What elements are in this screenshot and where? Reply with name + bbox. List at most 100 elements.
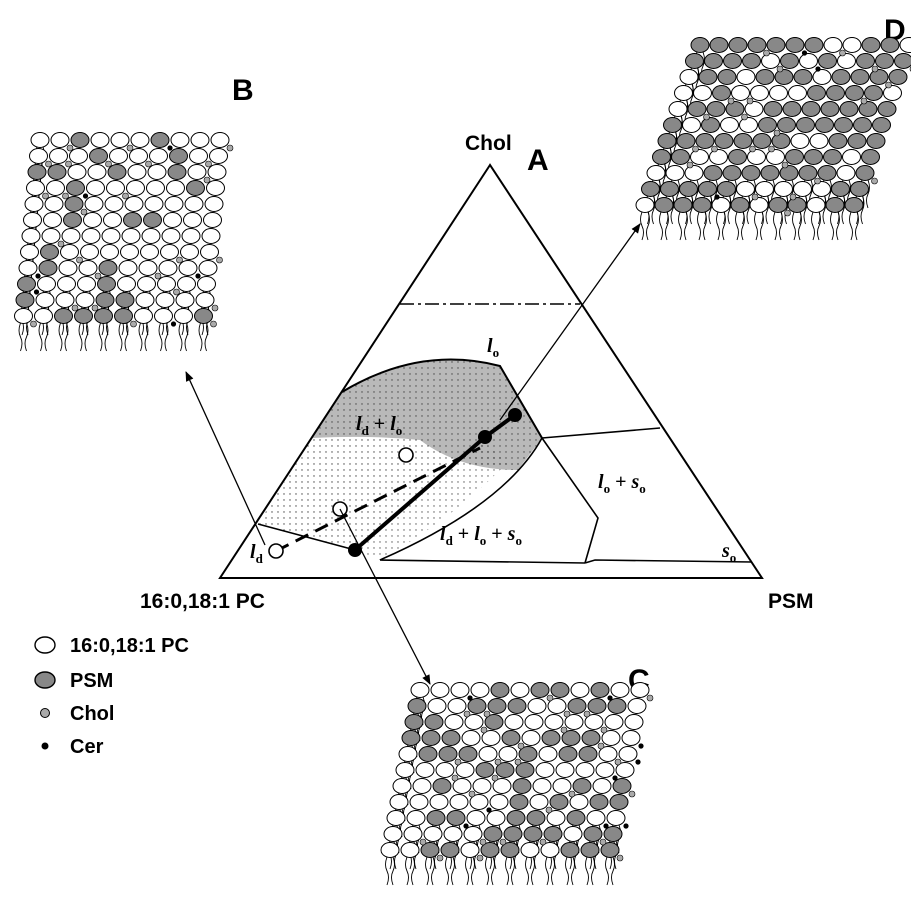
psm-lipid <box>566 810 586 826</box>
pc-lipid <box>398 746 418 762</box>
chol-molecule <box>216 256 223 264</box>
chol-molecule <box>599 838 607 846</box>
pc-lipid <box>693 85 712 101</box>
psm-lipid <box>27 164 47 180</box>
lipid-tail <box>505 856 515 886</box>
pc-lipid <box>601 730 621 746</box>
chol-molecule <box>751 193 759 201</box>
panel-label-a: A <box>527 144 549 177</box>
chol-molecule <box>614 758 622 766</box>
psm-lipid <box>418 746 438 762</box>
chol-molecule <box>145 160 152 168</box>
pc-lipid <box>604 714 624 730</box>
pc-lipid <box>486 810 506 826</box>
pc-lipid <box>209 148 228 164</box>
membrane-schematic-c <box>380 682 654 886</box>
chol-molecule <box>568 790 576 798</box>
pc-lipid <box>472 778 492 794</box>
pc-lipid <box>736 181 755 197</box>
psm-lipid <box>856 53 875 69</box>
lipid-tail <box>605 856 615 886</box>
psm-lipid <box>523 826 543 842</box>
psm-lipid <box>839 101 859 117</box>
pc-lipid <box>103 212 122 228</box>
pc-lipid <box>135 292 155 308</box>
pc-lipid <box>29 148 48 164</box>
pc-lipid <box>83 212 102 228</box>
psm-lipid <box>560 842 580 858</box>
chol-molecule <box>692 145 699 153</box>
psm-lipid <box>424 714 444 730</box>
pc-lipid <box>535 762 555 778</box>
lipid-tail <box>697 211 707 241</box>
pc-lipid <box>435 762 455 778</box>
lipid-tail <box>678 211 688 241</box>
psm-lipid <box>600 842 620 858</box>
pc-lipid <box>575 762 595 778</box>
pc-lipid <box>146 180 165 196</box>
pc-lipid <box>532 778 552 794</box>
psm-lipid <box>850 181 869 197</box>
pc-lipid <box>100 244 119 260</box>
pc-lipid <box>140 244 159 260</box>
pc-lipid <box>766 149 785 165</box>
lipid-tail <box>385 856 395 886</box>
psm-lipid <box>518 746 538 762</box>
pc-lipid <box>46 180 65 196</box>
psm-lipid <box>858 101 878 117</box>
pc-lipid <box>455 762 475 778</box>
pc-lipid <box>799 53 818 69</box>
psm-lipid <box>698 181 717 197</box>
lipid-tail <box>465 856 475 886</box>
legend-label-pc: 16:0,18:1 PC <box>70 635 189 657</box>
chol-molecule <box>597 742 605 750</box>
pc-lipid <box>547 698 567 714</box>
cer-molecule <box>603 823 609 829</box>
psm-lipid <box>169 148 188 164</box>
so-region-boundary <box>584 559 753 564</box>
chol-molecule <box>646 694 654 702</box>
pc-lipid <box>806 197 826 213</box>
pc-lipid <box>555 762 575 778</box>
psm-lipid <box>785 37 805 53</box>
psm-lipid <box>438 746 458 762</box>
pc-lipid <box>87 164 107 180</box>
pc-lipid <box>204 196 224 212</box>
chol-molecule <box>91 304 99 312</box>
pc-lipid <box>170 132 190 148</box>
pc-lipid <box>389 794 409 810</box>
vertex-label-chol: Chol <box>465 132 512 155</box>
chol-molecule <box>205 160 212 168</box>
psm-lipid <box>561 730 581 746</box>
psm-lipid <box>487 698 507 714</box>
psm-lipid <box>512 778 532 794</box>
chol-molecule <box>65 160 72 168</box>
lipid-tail <box>485 856 495 886</box>
pc-lipid <box>195 292 215 308</box>
psm-lipid <box>64 196 84 212</box>
pc-lipid <box>380 842 400 858</box>
pc-lipid <box>35 292 55 308</box>
cer-molecule <box>607 695 613 701</box>
chol-molecule <box>746 97 754 105</box>
pc-lipid <box>444 714 464 730</box>
pc-lipid <box>147 164 167 180</box>
psm-lipid <box>828 133 848 149</box>
psm-lipid <box>663 117 682 133</box>
psm-lipid <box>404 714 424 730</box>
cer-molecule <box>33 289 40 295</box>
pc-lipid <box>198 260 218 276</box>
lipid-tail <box>118 322 129 352</box>
psm-lipid <box>676 133 696 149</box>
legend-marker-chol <box>40 708 50 718</box>
pc-lipid <box>34 308 53 324</box>
psm-lipid <box>861 37 881 53</box>
psm-lipid <box>654 197 674 213</box>
cer-molecule <box>635 759 641 765</box>
psm-lipid <box>845 85 864 101</box>
chol-molecule <box>454 758 462 766</box>
psm-lipid <box>673 197 693 213</box>
psm-lipid <box>695 133 715 149</box>
pc-lipid <box>24 196 44 212</box>
psm-lipid <box>421 730 441 746</box>
